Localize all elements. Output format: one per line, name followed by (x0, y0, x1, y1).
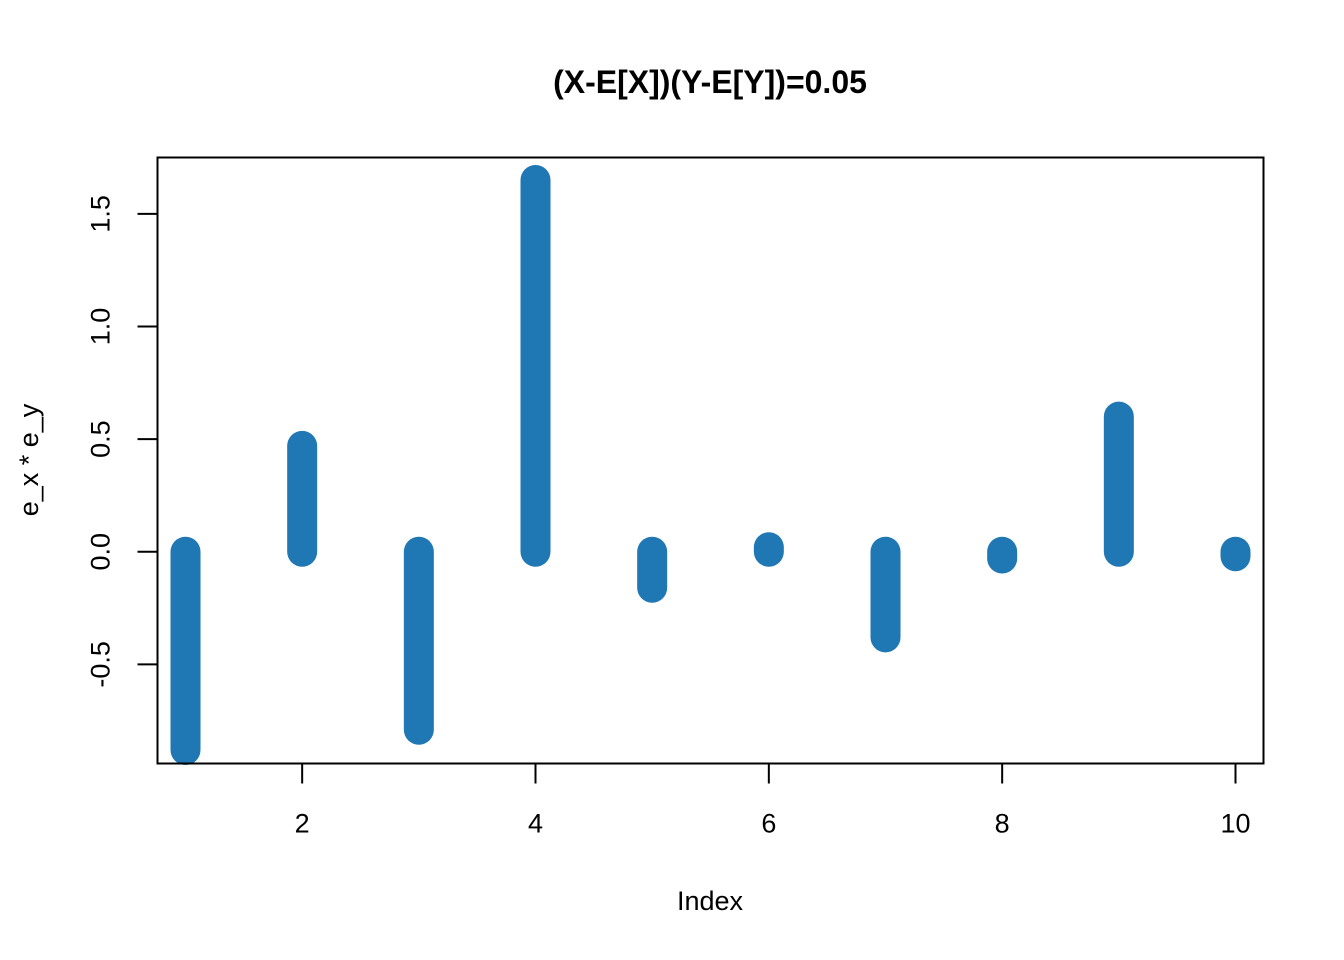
x-axis-title: Index (677, 886, 744, 916)
chart-title: (X-E[X])(Y-E[Y])=0.05 (553, 64, 867, 100)
x-axis: 2 4 6 8 10 (295, 762, 1251, 839)
bars-layer (170, 165, 1251, 765)
x-tick-label: 10 (1220, 809, 1250, 839)
y-tick-label: 0.5 (86, 420, 116, 458)
x-tick-label: 8 (995, 809, 1010, 839)
y-tick-label: 1.5 (86, 195, 116, 233)
y-axis: -0.5 0.0 0.5 1.0 1.5 (86, 195, 159, 688)
y-tick-label: -0.5 (86, 641, 116, 688)
x-tick-label: 2 (295, 809, 310, 839)
y-axis-title: e_x * e_y (14, 403, 44, 516)
plot-frame (156, 156, 1265, 765)
y-tick-label: 1.0 (86, 308, 116, 346)
x-tick-label: 6 (761, 809, 776, 839)
x-tick-label: 4 (528, 809, 543, 839)
y-tick-label: 0.0 (86, 533, 116, 571)
